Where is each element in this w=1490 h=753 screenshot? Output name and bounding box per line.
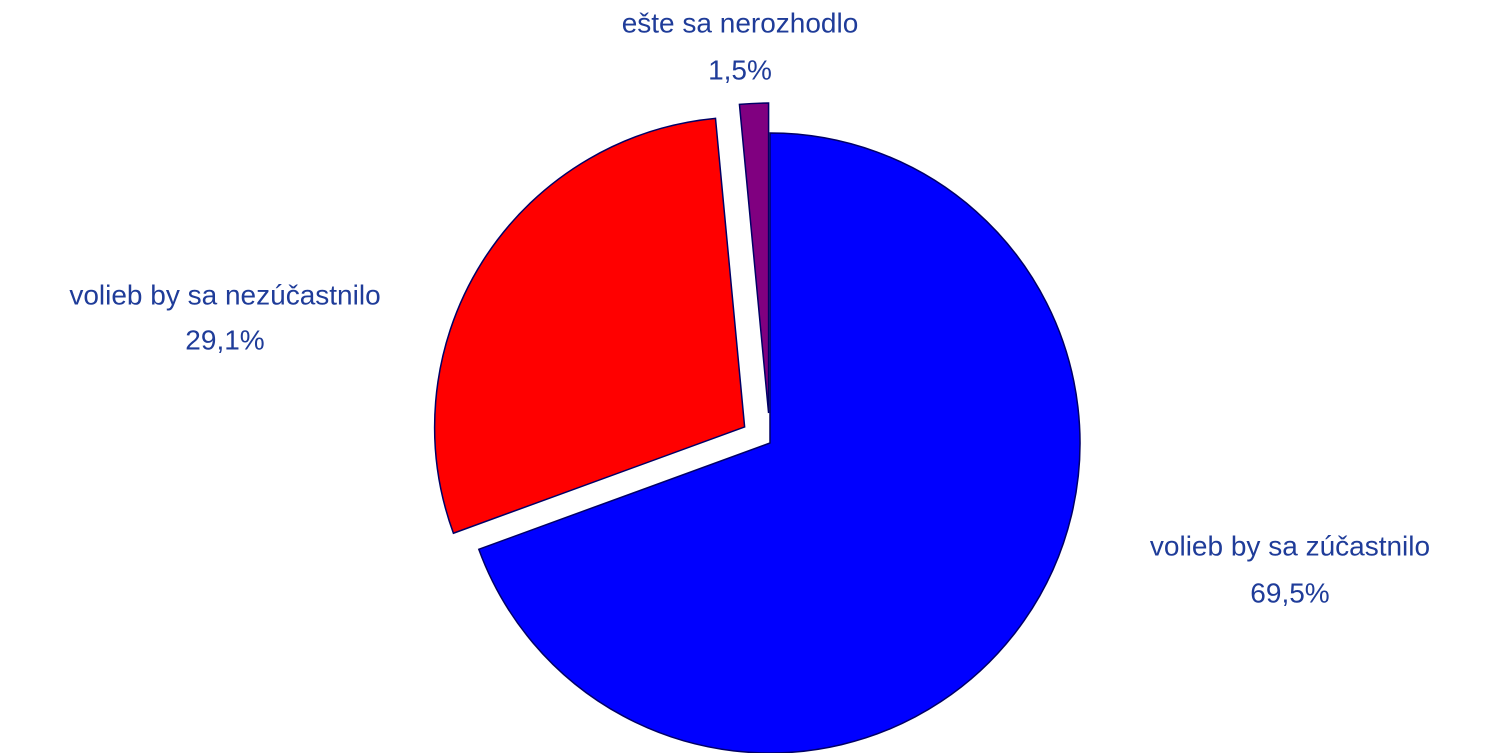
slice-label: ešte sa nerozhodlo <box>622 7 859 38</box>
slice-value-label: 29,1% <box>185 324 264 355</box>
slice-label: volieb by sa zúčastnilo <box>1150 530 1430 561</box>
slice-value-label: 1,5% <box>708 54 772 85</box>
pie-slice <box>738 102 770 414</box>
pie-slice <box>433 117 746 535</box>
slice-label: volieb by sa nezúčastnilo <box>69 279 380 310</box>
pie-slice <box>477 132 1081 753</box>
slice-value-label: 69,5% <box>1250 577 1329 608</box>
